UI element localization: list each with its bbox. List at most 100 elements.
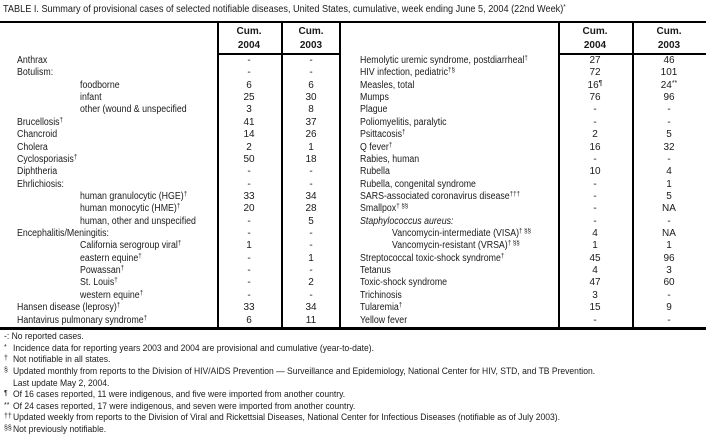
footnote-marker: †§ <box>448 67 455 75</box>
footnote-marker: † <box>388 141 393 149</box>
footnote-text: Not previously notifiable. <box>13 424 107 435</box>
table-row: Plague - - <box>341 104 706 116</box>
table-row: human granulocytic (HGE)† 33 34 <box>0 191 341 203</box>
page-title: TABLE I. Summary of provisional cases of… <box>3 4 642 15</box>
footnote-marker: ††† <box>509 190 520 198</box>
footnote-line: * Incidence data for reporting years 2003… <box>4 343 704 355</box>
table-row: Mumps 76 96 <box>341 92 706 104</box>
header-cum-2004-right: Cum. 2004 <box>558 25 632 52</box>
table-row: Toxic-shock syndrome 47 60 <box>341 277 706 289</box>
disease-label: other (wound & unspecified <box>80 104 187 116</box>
value-cum-2004: 4 <box>592 228 598 240</box>
table-row: Staphylococcus aureus: - - <box>341 216 706 228</box>
disease-label: foodborne <box>80 79 120 91</box>
value-cum-2003: - <box>667 289 671 301</box>
value-cum-2003: 5 <box>666 129 672 141</box>
footnote-marker: † <box>139 289 144 297</box>
footnote-marker: † <box>116 302 121 310</box>
table-row: Diphtheria - - <box>0 166 341 178</box>
table-row: Anthrax - - <box>0 55 341 67</box>
column-divider <box>558 21 560 330</box>
disease-label: Tetanus <box>360 265 391 277</box>
disease-label: Diphtheria <box>17 166 58 178</box>
value-cum-2004: - <box>593 203 597 215</box>
disease-label: Smallpox† §§ <box>360 203 409 215</box>
value-cum-2004: 33 <box>243 302 255 314</box>
header-year-label: 2004 <box>237 39 261 51</box>
table-row: Yellow fever - - <box>341 315 706 327</box>
value-cum-2004: 3 <box>246 104 252 116</box>
table-row: Measles, total 16¶ 24** <box>341 80 706 92</box>
table-row: Smallpox† §§ - NA <box>341 203 706 215</box>
disease-label: Powassan† <box>80 265 125 277</box>
header-year-label: 2003 <box>299 39 323 51</box>
header-year-label: 2004 <box>583 39 607 51</box>
header-cum-2004-left: Cum. 2004 <box>217 25 281 52</box>
footnote-line: † Not notifiable in all states. <box>4 354 704 366</box>
disease-label: Ehrlichiosis: <box>17 178 64 190</box>
value-cum-2003: 8 <box>308 104 314 116</box>
footnote-marker: † <box>138 252 142 260</box>
value-cum-2003: - <box>667 314 671 326</box>
value-cum-2003: 46 <box>663 55 675 66</box>
footnote-marker: † <box>524 55 528 62</box>
value-cum-2004: 16¶ <box>587 79 603 91</box>
column-divider <box>281 21 283 330</box>
value-cum-2004: - <box>247 289 251 301</box>
value-cum-2003: - <box>667 215 671 227</box>
value-cum-2004: - <box>247 166 251 178</box>
disease-label: Toxic-shock syndrome <box>360 277 448 289</box>
value-cum-2003: 3 <box>666 265 672 277</box>
disease-label: Yellow fever <box>360 314 408 326</box>
value-cum-2004: 14 <box>243 129 255 141</box>
header-cum-label: Cum. <box>656 26 682 37</box>
value-cum-2003: 1 <box>308 252 314 264</box>
value-cum-2003: 101 <box>660 67 678 79</box>
disease-label: Hemolytic uremic syndrome, postdiarrheal… <box>360 55 528 66</box>
table-row: Psittacosis† 2 5 <box>341 129 706 141</box>
disease-label: Hantavirus pulmonary syndrome† <box>17 314 148 326</box>
value-cum-2004: 4 <box>592 265 598 277</box>
footnote-text: Of 16 cases reported, 11 were indigenous… <box>13 389 346 400</box>
table-row: Poliomyelitis, paralytic - - <box>341 117 706 129</box>
value-cum-2004: - <box>593 314 597 326</box>
value-cum-2004: - <box>247 55 251 66</box>
value-cum-2004: 2 <box>592 129 598 141</box>
value-cum-2004: 72 <box>589 67 601 79</box>
value-cum-2004: - <box>247 228 251 240</box>
value-cum-2004: - <box>593 104 597 116</box>
table-row: western equine† - - <box>0 290 341 302</box>
value-cum-2003: 26 <box>305 129 317 141</box>
footnote-text: -: No reported cases. <box>4 331 84 341</box>
value-cum-2003: 34 <box>305 302 317 314</box>
footnote-marker: ** <box>671 79 678 87</box>
table-row: other (wound & unspecified 3 8 <box>0 104 341 116</box>
value-cum-2003: 5 <box>666 190 672 202</box>
disease-label: Brucellosis† <box>17 116 63 128</box>
disease-label: Poliomyelitis, paralytic <box>360 116 447 128</box>
table-row: infant 25 30 <box>0 92 341 104</box>
table-title-text: TABLE I. Summary of provisional cases of… <box>3 4 564 15</box>
value-cum-2004: - <box>247 67 251 79</box>
table-row: Rubella 10 4 <box>341 166 706 178</box>
disease-label: human monocytic (HME)† <box>80 203 181 215</box>
value-cum-2003: 1 <box>666 240 672 252</box>
value-cum-2003: 6 <box>308 79 314 91</box>
value-cum-2004: 15 <box>589 302 601 314</box>
value-cum-2003: 28 <box>305 203 317 215</box>
footnote-marker: * <box>4 343 7 351</box>
table-row: Powassan† - - <box>0 265 341 277</box>
table-row: Hemolytic uremic syndrome, postdiarrheal… <box>341 55 706 67</box>
footnote-line: § Updated monthly from reports to the Div… <box>4 366 704 378</box>
value-cum-2004: - <box>247 178 251 190</box>
disease-label: St. Louis† <box>80 277 118 289</box>
table-row: Hantavirus pulmonary syndrome† 6 11 <box>0 315 341 327</box>
footnote-marker: † §§ <box>396 203 409 211</box>
value-cum-2003: - <box>309 228 313 240</box>
value-cum-2003: 2 <box>308 277 314 289</box>
table-row: Q fever† 16 32 <box>341 142 706 154</box>
table-row: Rubella, congenital syndrome - 1 <box>341 179 706 191</box>
disease-label: Tularemia† <box>360 302 403 314</box>
disease-label: western equine† <box>80 289 144 301</box>
disease-label: HIV infection, pediatric†§ <box>360 67 455 79</box>
